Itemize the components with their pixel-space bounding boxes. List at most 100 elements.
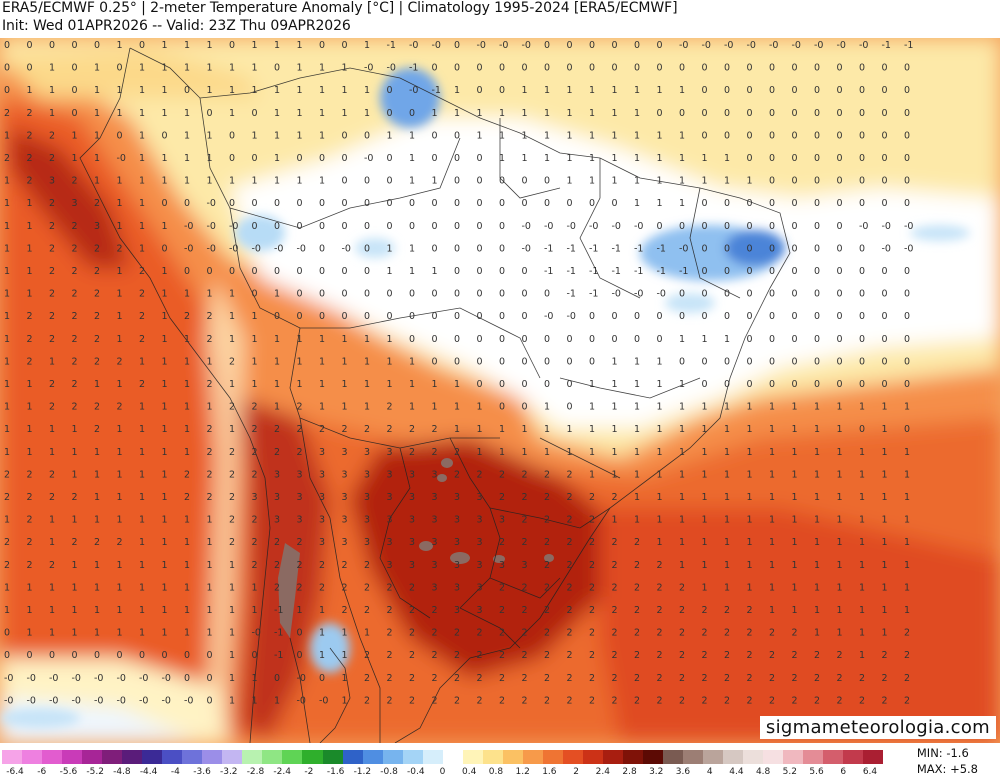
grid-value: 0 [904,63,910,74]
grid-value: 1 [49,63,55,74]
grid-value: 1 [814,492,820,503]
colorbar-tick-label: -4.8 [113,767,131,777]
grid-value: 0 [792,153,798,164]
grid-value: 0 [567,356,573,367]
grid-value: 1 [589,402,595,413]
grid-value: 0 [387,221,393,232]
grid-value: 0 [724,356,730,367]
grid-value: 1 [297,108,303,119]
grid-value: 2 [229,515,235,526]
grid-value: 0 [769,221,775,232]
grid-value: 1 [859,582,865,593]
grid-value: 2 [364,560,370,571]
grid-value: 1 [432,176,438,187]
grid-value: 0 [724,221,730,232]
grid-value: 0 [432,153,438,164]
grid-value: -0 [544,221,553,232]
grid-value: 2 [72,334,78,345]
grid-value: 0 [814,130,820,141]
grid-value: 1 [859,650,865,661]
grid-value: 0 [837,289,843,300]
grid-value: -0 [297,243,306,254]
grid-value: 1 [522,447,528,458]
anomaly-field: 0 0 0 0 0 1 0 1 1 1 0 1 1 1 0 0 1 -1 -0 -0 0 -0 -0 -0 0 0 0 0 0 0 -0 -0… [0,38,1000,743]
grid-value: 1 [229,289,235,300]
colorbar-swatch [643,750,664,764]
grid-value: 0 [904,153,910,164]
grid-value: 0 [859,108,865,119]
grid-value: 2 [702,695,708,706]
grid-value: 1 [139,560,145,571]
grid-value: 3 [72,198,78,209]
grid-value: 0 [499,221,505,232]
grid-value: 0 [769,198,775,209]
grid-value: 2 [814,650,820,661]
grid-value: 2 [27,153,33,164]
grid-value: 1 [4,130,10,141]
grid-value: -0 [364,63,373,74]
grid-value: 0 [747,334,753,345]
grid-value: 2 [94,243,100,254]
grid-value: 1 [364,402,370,413]
grid-value: 1 [679,85,685,96]
grid-value: -0 [72,673,81,684]
grid-value: 2 [94,356,100,367]
grid-value: 1 [544,402,550,413]
grid-value: 2 [454,469,460,480]
grid-value: 2 [567,695,573,706]
grid-value: 2 [747,628,753,639]
grid-value: 2 [522,582,528,593]
anomaly-grid-labels: 0 0 0 0 0 1 0 1 1 1 0 1 1 1 0 0 1 -1 -0 -0 0 -0 -0 -0 0 0 0 0 0 0 -0 -0… [4,40,913,706]
grid-value: 2 [27,560,33,571]
grid-value: 2 [274,560,280,571]
grid-value: 2 [229,356,235,367]
grid-value: 0 [297,198,303,209]
grid-value: 1 [162,108,168,119]
grid-value: 1 [184,402,190,413]
grid-value: 0 [859,311,865,322]
grid-value: 2 [544,582,550,593]
grid-value: 1 [297,356,303,367]
grid-value: 0 [634,40,640,51]
grid-value: 1 [117,311,123,322]
grid-value: 1 [904,582,910,593]
grid-value: 1 [4,243,10,254]
grid-value: 0 [747,108,753,119]
grid-value: 1 [72,515,78,526]
grid-value: -1 [882,40,891,51]
grid-value: 0 [792,130,798,141]
grid-value: 1 [724,492,730,503]
grid-value: 1 [589,176,595,187]
grid-value: -0 [297,673,306,684]
grid-value: -0 [634,289,643,300]
grid-value: 1 [769,560,775,571]
grid-value: 2 [544,650,550,661]
grid-value: 1 [792,402,798,413]
grid-value: 1 [747,515,753,526]
grid-value: 3 [454,537,460,548]
colorbar-tick-label: 2 [573,767,579,777]
grid-value: 2 [207,469,213,480]
grid-value: 1 [27,198,33,209]
grid-value: 2 [409,628,415,639]
grid-value: 2 [94,289,100,300]
grid-value: 2 [679,650,685,661]
grid-value: 1 [904,492,910,503]
grid-value: 1 [612,402,618,413]
grid-value: 0 [319,153,325,164]
colorbar: -6.4 -6 -5.6 -5.2 -4.8 -4.4 -4 -3.6 -3.2 -2.8 -2.4… [0,743,1000,780]
grid-value: 0 [117,650,123,661]
grid-value: -1 [409,63,418,74]
grid-value: 1 [274,695,280,706]
grid-value: 0 [72,108,78,119]
grid-value: 1 [72,469,78,480]
grid-value: 3 [252,492,258,503]
colorbar-swatch [602,750,623,764]
grid-value: 1 [27,628,33,639]
grid-value: 0 [477,266,483,277]
grid-value: 1 [184,40,190,51]
grid-value: 0 [657,63,663,74]
grid-value: 1 [229,379,235,390]
grid-value: 0 [387,198,393,209]
grid-value: -0 [522,243,531,254]
